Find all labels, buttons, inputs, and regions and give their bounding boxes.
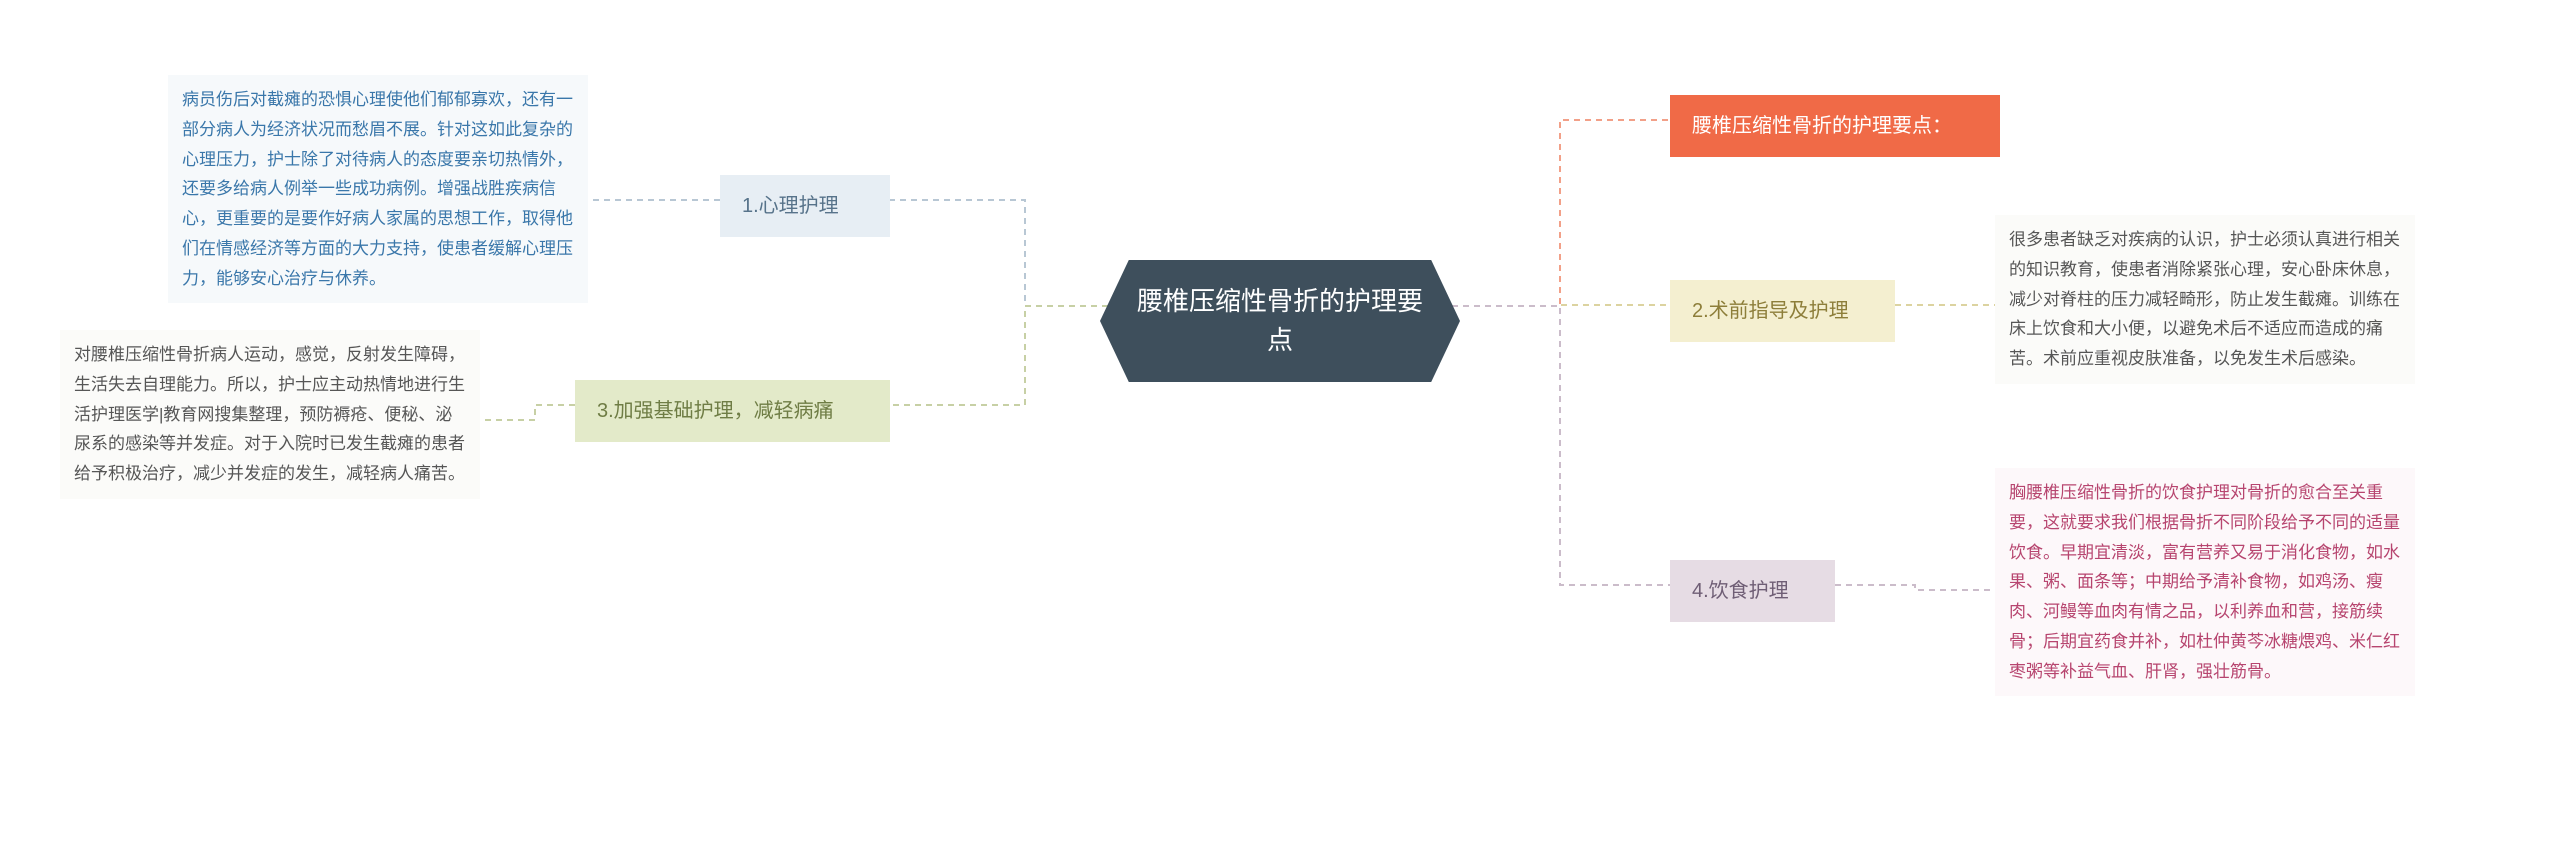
connector-line — [480, 405, 575, 420]
branch-title-repeat: 腰椎压缩性骨折的护理要点： — [1670, 95, 2000, 157]
connector-line — [1835, 585, 1995, 590]
center-node: 腰椎压缩性骨折的护理要点 — [1100, 260, 1460, 382]
branch-preop-desc: 很多患者缺乏对疾病的认识，护士必须认真进行相关的知识教育，使患者消除紧张心理，安… — [1995, 215, 2415, 384]
branch-diet: 4.饮食护理 — [1670, 560, 1835, 622]
branch-basic-care: 3.加强基础护理，减轻病痛 — [575, 380, 890, 442]
connector-line — [890, 200, 1108, 306]
connector-line — [1452, 306, 1670, 585]
branch-diet-desc: 胸腰椎压缩性骨折的饮食护理对骨折的愈合至关重要，这就要求我们根据骨折不同阶段给予… — [1995, 468, 2415, 696]
branch-psychology: 1.心理护理 — [720, 175, 890, 237]
connector-line — [1452, 305, 1670, 306]
branch-psychology-desc: 病员伤后对截瘫的恐惧心理使他们郁郁寡欢，还有一部分病人为经济状况而愁眉不展。针对… — [168, 75, 588, 303]
branch-basic-care-desc: 对腰椎压缩性骨折病人运动，感觉，反射发生障碍，生活失去自理能力。所以，护士应主动… — [60, 330, 480, 499]
connector-line — [890, 306, 1108, 405]
connector-line — [1452, 120, 1670, 306]
branch-preop: 2.术前指导及护理 — [1670, 280, 1895, 342]
